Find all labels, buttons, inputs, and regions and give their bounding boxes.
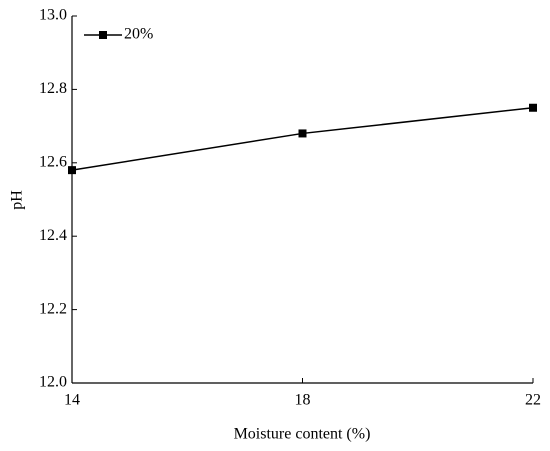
legend-label: 20% [124, 26, 153, 43]
point [68, 166, 76, 175]
y-axis-label: pH [9, 190, 26, 210]
y-tick-label: 12.0 [39, 374, 67, 391]
y-tick-label: 12.6 [39, 153, 67, 170]
x-tick-label: 14 [64, 392, 80, 409]
series-line [71, 107, 534, 171]
x-tick-label: 18 [295, 392, 311, 409]
y-tick-label: 12.2 [39, 300, 67, 317]
legend-marker [99, 31, 107, 39]
x-tick-label: 22 [525, 392, 541, 409]
x-axis-label: Moisture content (%) [234, 426, 371, 443]
y-tick-label: 13.0 [39, 7, 67, 24]
point [298, 129, 307, 138]
y-tick-label: 12.8 [39, 80, 67, 97]
point [529, 103, 537, 112]
y-tick-label: 12.4 [39, 227, 67, 244]
